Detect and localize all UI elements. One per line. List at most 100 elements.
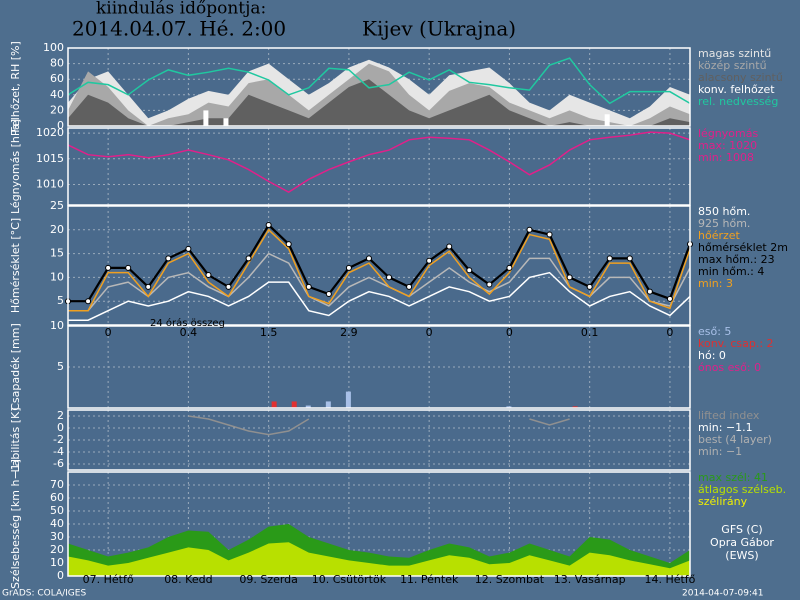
y-tick-label: 60 xyxy=(50,491,64,504)
line xyxy=(68,271,691,321)
marker xyxy=(125,264,132,271)
marker xyxy=(586,283,593,290)
bar xyxy=(305,405,311,408)
line xyxy=(68,228,691,312)
bar xyxy=(345,391,351,408)
y-tick-label: 0 xyxy=(57,119,64,132)
x-tick-label: 11. Péntek xyxy=(400,573,459,586)
credit: GFS (C) xyxy=(721,523,762,536)
legend-entry: közép szintű xyxy=(698,59,767,72)
legend-entry: rel. nedvesség xyxy=(698,95,778,108)
legend-entry: hőmérséklet 2m xyxy=(698,241,788,254)
marker xyxy=(205,272,212,279)
marker xyxy=(646,288,653,295)
marker xyxy=(365,255,372,262)
x-tick-label: 09. Szerda xyxy=(239,573,298,586)
marker xyxy=(165,255,172,262)
bar xyxy=(271,401,277,408)
marker xyxy=(546,231,553,238)
x-tick-label: 14. Hétfő xyxy=(644,573,695,586)
panel-frame xyxy=(67,325,691,409)
footer-left: GrADS: COLA/IGES xyxy=(2,589,86,599)
marker xyxy=(466,267,473,274)
legend-note: ónos eső: 0 xyxy=(698,361,761,374)
legend-note: min: −1.1 xyxy=(698,421,753,434)
y-tick-label: 30 xyxy=(50,530,64,543)
y-tick-label: 2 xyxy=(57,409,64,422)
y-tick-label: 70 xyxy=(50,478,64,491)
y-tick-label: 0 xyxy=(57,421,64,434)
footer-right: 2014-04-07-09:41 xyxy=(682,589,764,599)
marker xyxy=(526,226,533,233)
line xyxy=(67,131,691,194)
daily-sum: 0 xyxy=(426,326,433,339)
legend-entry: hőérzet xyxy=(698,229,741,242)
legend-entry: konv. csap.: 2 xyxy=(698,337,774,350)
marker xyxy=(506,264,513,271)
panel-frame xyxy=(67,47,691,127)
y-tick-label: 1015 xyxy=(36,152,64,165)
legend-entry: lifted index xyxy=(698,409,760,422)
y-axis-label: Felhőzet, RH [%] xyxy=(9,41,22,133)
legend-entry: konv. felhőzet xyxy=(698,83,775,96)
legend-note: min: −1 xyxy=(698,445,742,458)
legend-entry: 850 hőm. xyxy=(698,205,750,218)
sum-title: 24 órás összeg xyxy=(150,317,225,329)
panel xyxy=(68,206,690,325)
line xyxy=(67,57,691,105)
panel-frame xyxy=(67,205,691,326)
marker xyxy=(406,283,413,290)
legend-note: min: 1008 xyxy=(698,151,754,164)
legend-note: min hőm.: 4 xyxy=(698,265,764,278)
bar xyxy=(223,118,229,126)
daily-sum: 0 xyxy=(666,326,673,339)
legend-entry: légnyomás xyxy=(698,127,758,140)
marker xyxy=(566,274,573,281)
location: Kijev (Ukrajna) xyxy=(362,17,516,41)
y-axis-label: Légnyomás [hPa] xyxy=(9,119,22,214)
legend-note: hó: 0 xyxy=(698,349,726,362)
y-tick-label: 5 xyxy=(57,294,64,307)
y-tick-label: 80 xyxy=(50,57,64,70)
legend-entry: eső: 5 xyxy=(698,325,731,338)
credit: Opra Gábor xyxy=(710,536,774,549)
marker xyxy=(426,257,433,264)
marker xyxy=(486,281,493,288)
y-tick-label: -6 xyxy=(53,457,64,470)
marker xyxy=(225,283,232,290)
y-tick-label: 1010 xyxy=(36,177,64,190)
panel-frame xyxy=(67,471,691,577)
marker xyxy=(666,295,673,302)
legend-entry: 925 hőm. xyxy=(698,217,750,230)
y-tick-label: 25 xyxy=(50,199,64,212)
marker xyxy=(285,241,292,248)
y-tick-label: 40 xyxy=(50,517,64,530)
legend-entry: átlagos szélseb. xyxy=(698,483,786,496)
y-axis-label: Hőmérséklet [°C] xyxy=(9,218,22,313)
marker xyxy=(85,298,92,305)
marker xyxy=(245,255,252,262)
y-tick-label: 100 xyxy=(43,41,64,54)
legend-note: max hőm.: 23 xyxy=(698,253,775,266)
x-tick-label: 10. Csütörtök xyxy=(312,573,387,586)
bar xyxy=(291,401,297,408)
daily-sum: 2.9 xyxy=(340,326,358,339)
marker xyxy=(265,222,272,229)
y-tick-label: 20 xyxy=(50,103,64,116)
bar xyxy=(325,401,331,408)
panel-frame xyxy=(67,409,691,471)
daily-sum: 0 xyxy=(105,326,112,339)
marker xyxy=(386,274,393,281)
legend-note: best (4 layer) xyxy=(698,433,772,446)
legend-entry: magas szintű xyxy=(698,47,771,60)
daily-sum: 0 xyxy=(506,326,513,339)
marker xyxy=(105,264,112,271)
line xyxy=(68,223,692,303)
marker xyxy=(145,283,152,290)
daily-sum: 1.5 xyxy=(260,326,278,339)
bar xyxy=(506,406,512,408)
marker xyxy=(626,255,633,262)
y-tick-label: 10 xyxy=(50,319,64,332)
x-tick-label: 13. Vasárnap xyxy=(554,573,626,586)
y-tick-label: -2 xyxy=(53,433,64,446)
